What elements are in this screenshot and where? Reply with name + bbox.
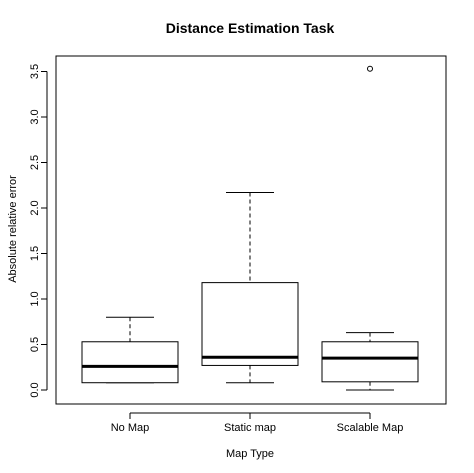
y-tick-label: 3.0 bbox=[29, 109, 41, 124]
chart-title: Distance Estimation Task bbox=[166, 20, 335, 36]
outlier-point bbox=[367, 65, 373, 72]
box-iqr bbox=[321, 341, 419, 383]
y-axis: 0.0 0.5 1.0 1.5 2.0 2.5 3.0 3.5 bbox=[29, 64, 48, 398]
y-tick-label: 0.5 bbox=[29, 337, 41, 352]
x-axis-label: Map Type bbox=[226, 448, 274, 460]
y-tick-label: 2.5 bbox=[29, 155, 41, 170]
y-tick-label: 0.0 bbox=[29, 382, 41, 397]
plot-frame bbox=[55, 55, 447, 405]
y-tick-label: 1.0 bbox=[29, 291, 41, 306]
x-tick-label: Static map bbox=[224, 422, 276, 434]
y-tick-label: 3.5 bbox=[29, 64, 41, 79]
box-2 bbox=[321, 65, 419, 391]
y-axis-label: Absolute relative error bbox=[7, 175, 19, 283]
box-iqr bbox=[201, 282, 299, 366]
box-0 bbox=[81, 316, 179, 384]
boxes-group bbox=[81, 65, 419, 391]
box-iqr bbox=[81, 341, 179, 384]
x-tick-label: Scalable Map bbox=[337, 422, 404, 434]
y-tick-label: 1.5 bbox=[29, 246, 41, 261]
y-tick-label: 2.0 bbox=[29, 200, 41, 215]
x-tick-label: No Map bbox=[111, 422, 150, 434]
box-1 bbox=[201, 192, 299, 384]
x-axis: No Map Static map Scalable Map bbox=[111, 412, 404, 434]
